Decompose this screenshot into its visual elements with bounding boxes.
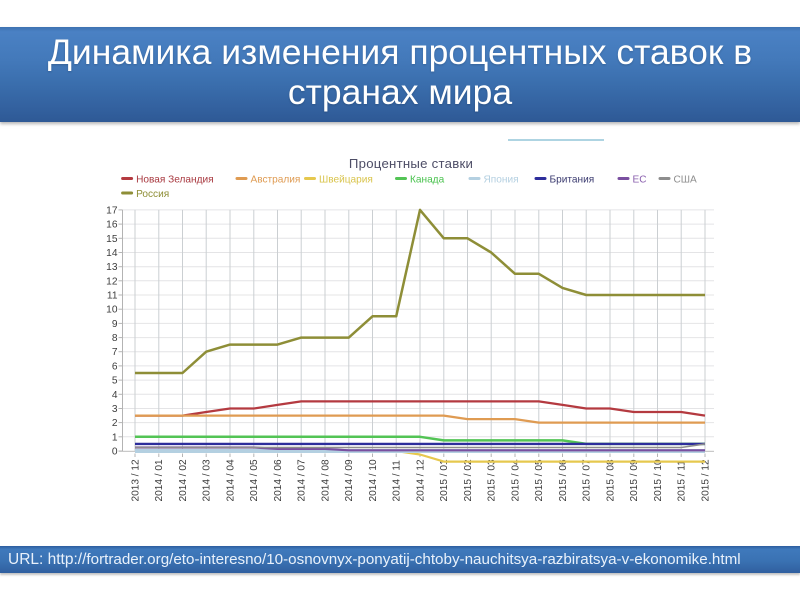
svg-text:2014 / 05: 2014 / 05: [249, 459, 260, 501]
svg-text:2015 / 02: 2015 / 02: [463, 459, 474, 501]
svg-text:Новая Зеландия: Новая Зеландия: [136, 174, 213, 185]
svg-text:2015 / 10: 2015 / 10: [653, 459, 664, 501]
svg-text:2014 / 07: 2014 / 07: [297, 459, 308, 501]
svg-text:ЕС: ЕС: [633, 174, 647, 185]
svg-text:2014 / 09: 2014 / 09: [344, 459, 355, 501]
svg-text:12: 12: [106, 276, 118, 287]
svg-text:2015 / 09: 2015 / 09: [629, 459, 640, 501]
svg-text:9: 9: [112, 319, 118, 330]
svg-text:0: 0: [112, 447, 118, 458]
svg-text:2: 2: [112, 418, 118, 429]
svg-text:2014 / 03: 2014 / 03: [202, 459, 213, 501]
svg-text:4: 4: [112, 390, 118, 401]
svg-text:2015 / 08: 2015 / 08: [605, 459, 616, 501]
svg-text:6: 6: [112, 361, 118, 372]
svg-text:13: 13: [106, 262, 118, 273]
svg-text:2015 / 01: 2015 / 01: [439, 459, 450, 501]
svg-text:11: 11: [107, 291, 118, 302]
svg-text:Канада: Канада: [410, 174, 445, 185]
svg-text:2014 / 12: 2014 / 12: [415, 459, 426, 501]
svg-text:2014 / 06: 2014 / 06: [273, 459, 284, 501]
svg-text:2014 / 11: 2014 / 11: [392, 460, 403, 502]
svg-text:Россия: Россия: [136, 189, 169, 200]
svg-text:5: 5: [112, 376, 118, 387]
svg-text:Швейцария: Швейцария: [319, 174, 373, 185]
svg-text:2014 / 02: 2014 / 02: [178, 459, 189, 501]
svg-text:17: 17: [106, 205, 118, 216]
svg-text:8: 8: [112, 333, 118, 344]
svg-text:2015 / 03: 2015 / 03: [487, 459, 498, 501]
svg-text:США: США: [674, 174, 698, 185]
svg-text:Британия: Британия: [550, 174, 595, 185]
svg-text:2015 / 04: 2015 / 04: [510, 459, 521, 501]
svg-text:Австралия: Австралия: [251, 174, 301, 185]
svg-text:2014 / 10: 2014 / 10: [368, 459, 379, 501]
svg-text:15: 15: [106, 234, 118, 245]
svg-text:2015 / 05: 2015 / 05: [534, 459, 545, 501]
svg-text:Япония: Япония: [484, 174, 519, 185]
svg-text:1: 1: [112, 432, 118, 443]
svg-text:2015 / 07: 2015 / 07: [582, 459, 593, 501]
svg-text:10: 10: [106, 305, 118, 316]
svg-text:14: 14: [106, 248, 118, 259]
svg-text:2015 / 11: 2015 / 11: [677, 460, 688, 502]
svg-text:2014 / 08: 2014 / 08: [320, 459, 331, 501]
svg-text:2013 / 12: 2013 / 12: [130, 459, 141, 501]
svg-text:7: 7: [112, 347, 118, 358]
svg-text:2015 / 12: 2015 / 12: [700, 459, 711, 501]
svg-text:2015 / 06: 2015 / 06: [558, 459, 569, 501]
svg-text:Процентные ставки: Процентные ставки: [349, 156, 473, 171]
svg-text:2014 / 04: 2014 / 04: [225, 459, 236, 501]
svg-text:2014 / 01: 2014 / 01: [154, 459, 165, 501]
svg-text:3: 3: [112, 404, 118, 415]
svg-text:16: 16: [106, 220, 118, 231]
